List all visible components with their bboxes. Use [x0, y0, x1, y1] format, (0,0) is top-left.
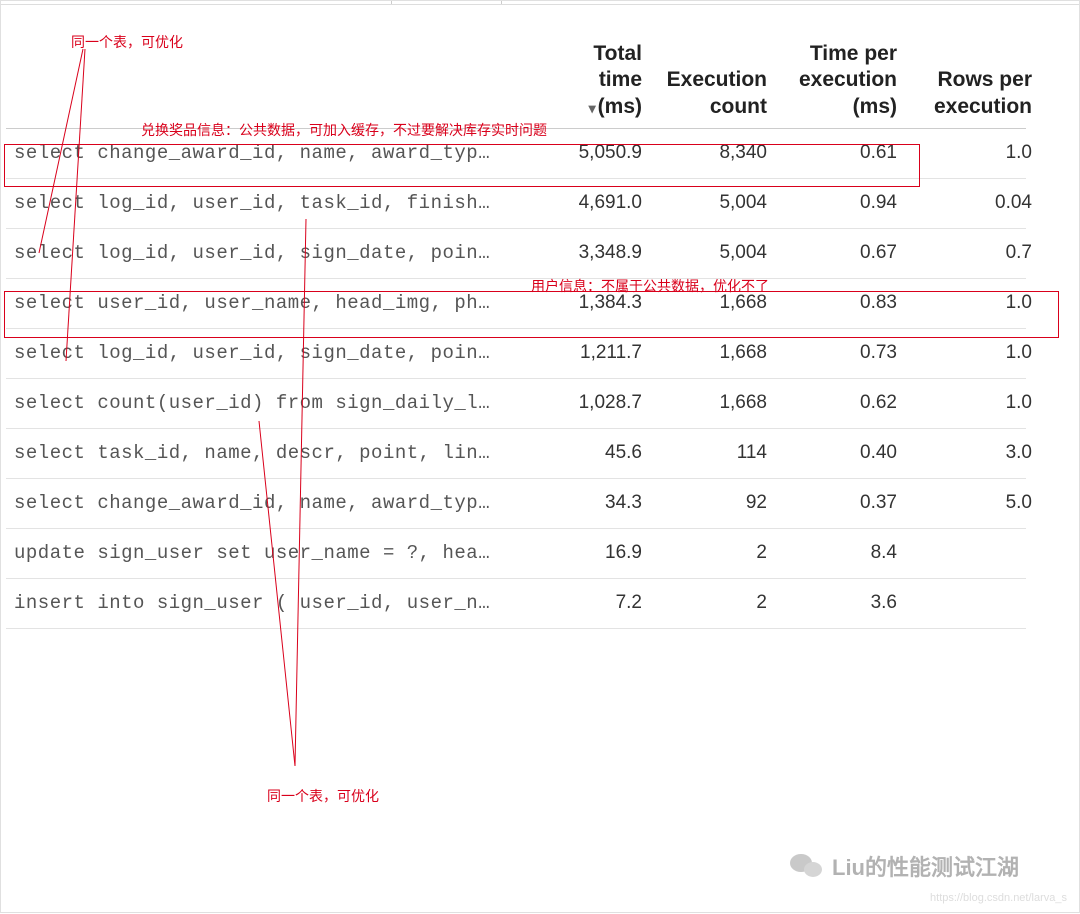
time-per-exec-cell: 3.6	[771, 592, 901, 614]
time-per-exec-cell: 0.94	[771, 192, 901, 214]
header-label: Execution	[646, 67, 767, 93]
header-total-time[interactable]: Total time ▾(ms)	[496, 41, 646, 120]
table-body: select change_award_id, name, award_type…	[6, 129, 1026, 629]
exec-count-cell: 5,004	[646, 242, 771, 264]
query-cell: select log_id, user_id, sign_date, point…	[6, 242, 496, 264]
header-label: execution	[901, 94, 1032, 120]
table-row[interactable]: select task_id, name, descr, point, link…	[6, 429, 1026, 479]
header-label: Rows per	[901, 67, 1032, 93]
annotation-note-2: 用户信息：不属于公共数据，优化不了	[531, 276, 769, 296]
header-rows-per-exec[interactable]: Rows per execution	[901, 67, 1036, 120]
total-time-cell: 5,050.9	[496, 142, 646, 164]
rows-per-exec-cell: 0.04	[901, 192, 1036, 214]
header-label: time	[496, 67, 642, 93]
wechat-icon	[790, 852, 824, 880]
sort-desc-icon: ▾	[589, 100, 596, 116]
table-row[interactable]: select log_id, user_id, sign_date, point…	[6, 229, 1026, 279]
time-per-exec-cell: 0.83	[771, 292, 901, 314]
header-label: Time per	[771, 41, 897, 67]
total-time-cell: 1,211.7	[496, 342, 646, 364]
query-cell: select task_id, name, descr, point, link…	[6, 442, 496, 464]
annotation-top: 同一个表，可优化	[71, 32, 183, 52]
watermark: Liu的性能测试江湖	[790, 850, 1019, 882]
time-per-exec-cell: 0.62	[771, 392, 901, 414]
header-unit: (ms)	[598, 95, 642, 118]
header-label: ▾(ms)	[496, 94, 642, 120]
exec-count-cell: 8,340	[646, 142, 771, 164]
tab-separator	[501, 1, 502, 4]
query-cell: select change_award_id, name, award_type…	[6, 142, 496, 164]
watermark-text: Liu的性能测试江湖	[832, 850, 1019, 882]
annotation-bottom: 同一个表，可优化	[267, 786, 379, 806]
rows-per-exec-cell: 1.0	[901, 142, 1036, 164]
rows-per-exec-cell: 5.0	[901, 492, 1036, 514]
watermark-url: https://blog.csdn.net/larva_s	[930, 892, 1067, 904]
rows-per-exec-cell: 0.7	[901, 242, 1036, 264]
table-row[interactable]: select user_id, user_name, head_img, pho…	[6, 279, 1026, 329]
time-per-exec-cell: 8.4	[771, 542, 901, 564]
table-row[interactable]: insert into sign_user ( user_id, user_na…	[6, 579, 1026, 629]
exec-count-cell: 5,004	[646, 192, 771, 214]
total-time-cell: 3,348.9	[496, 242, 646, 264]
total-time-cell: 4,691.0	[496, 192, 646, 214]
header-time-per-exec[interactable]: Time per execution (ms)	[771, 41, 901, 120]
header-execution-count[interactable]: Execution count	[646, 67, 771, 120]
query-cell: select log_id, user_id, sign_date, point…	[6, 342, 496, 364]
exec-count-cell: 2	[646, 542, 771, 564]
query-cell: select count(user_id) from sign_daily_lo…	[6, 392, 496, 414]
header-label: execution	[771, 67, 897, 93]
table-row[interactable]: select change_award_id, name, award_type…	[6, 479, 1026, 529]
time-per-exec-cell: 0.67	[771, 242, 901, 264]
query-cell: select user_id, user_name, head_img, pho…	[6, 292, 496, 314]
rows-per-exec-cell: 3.0	[901, 442, 1036, 464]
query-cell: select log_id, user_id, task_id, finish_…	[6, 192, 496, 214]
table-row[interactable]: select count(user_id) from sign_daily_lo…	[6, 379, 1026, 429]
total-time-cell: 1,028.7	[496, 392, 646, 414]
total-time-cell: 16.9	[496, 542, 646, 564]
rows-per-exec-cell: 1.0	[901, 342, 1036, 364]
query-cell: select change_award_id, name, award_type…	[6, 492, 496, 514]
query-cell: update sign_user set user_name = ?, head…	[6, 542, 496, 564]
annotation-note-1: 兑换奖品信息：公共数据，可加入缓存，不过要解决库存实时问题	[141, 120, 547, 140]
exec-count-cell: 2	[646, 592, 771, 614]
header-label: Total	[496, 41, 642, 67]
time-per-exec-cell: 0.37	[771, 492, 901, 514]
exec-count-cell: 1,668	[646, 392, 771, 414]
time-per-exec-cell: 0.61	[771, 142, 901, 164]
rows-per-exec-cell: 1.0	[901, 292, 1036, 314]
exec-count-cell: 92	[646, 492, 771, 514]
exec-count-cell: 1,668	[646, 342, 771, 364]
table-row[interactable]: select log_id, user_id, sign_date, point…	[6, 329, 1026, 379]
total-time-cell: 45.6	[496, 442, 646, 464]
total-time-cell: 7.2	[496, 592, 646, 614]
total-time-cell: 34.3	[496, 492, 646, 514]
header-label: (ms)	[771, 94, 897, 120]
exec-count-cell: 114	[646, 442, 771, 464]
top-tabs	[1, 1, 1079, 5]
header-label: count	[646, 94, 767, 120]
table-row[interactable]: update sign_user set user_name = ?, head…	[6, 529, 1026, 579]
table-row[interactable]: select log_id, user_id, task_id, finish_…	[6, 179, 1026, 229]
time-per-exec-cell: 0.40	[771, 442, 901, 464]
rows-per-exec-cell: 1.0	[901, 392, 1036, 414]
time-per-exec-cell: 0.73	[771, 342, 901, 364]
tab-separator	[391, 1, 392, 4]
query-cell: insert into sign_user ( user_id, user_na…	[6, 592, 496, 614]
